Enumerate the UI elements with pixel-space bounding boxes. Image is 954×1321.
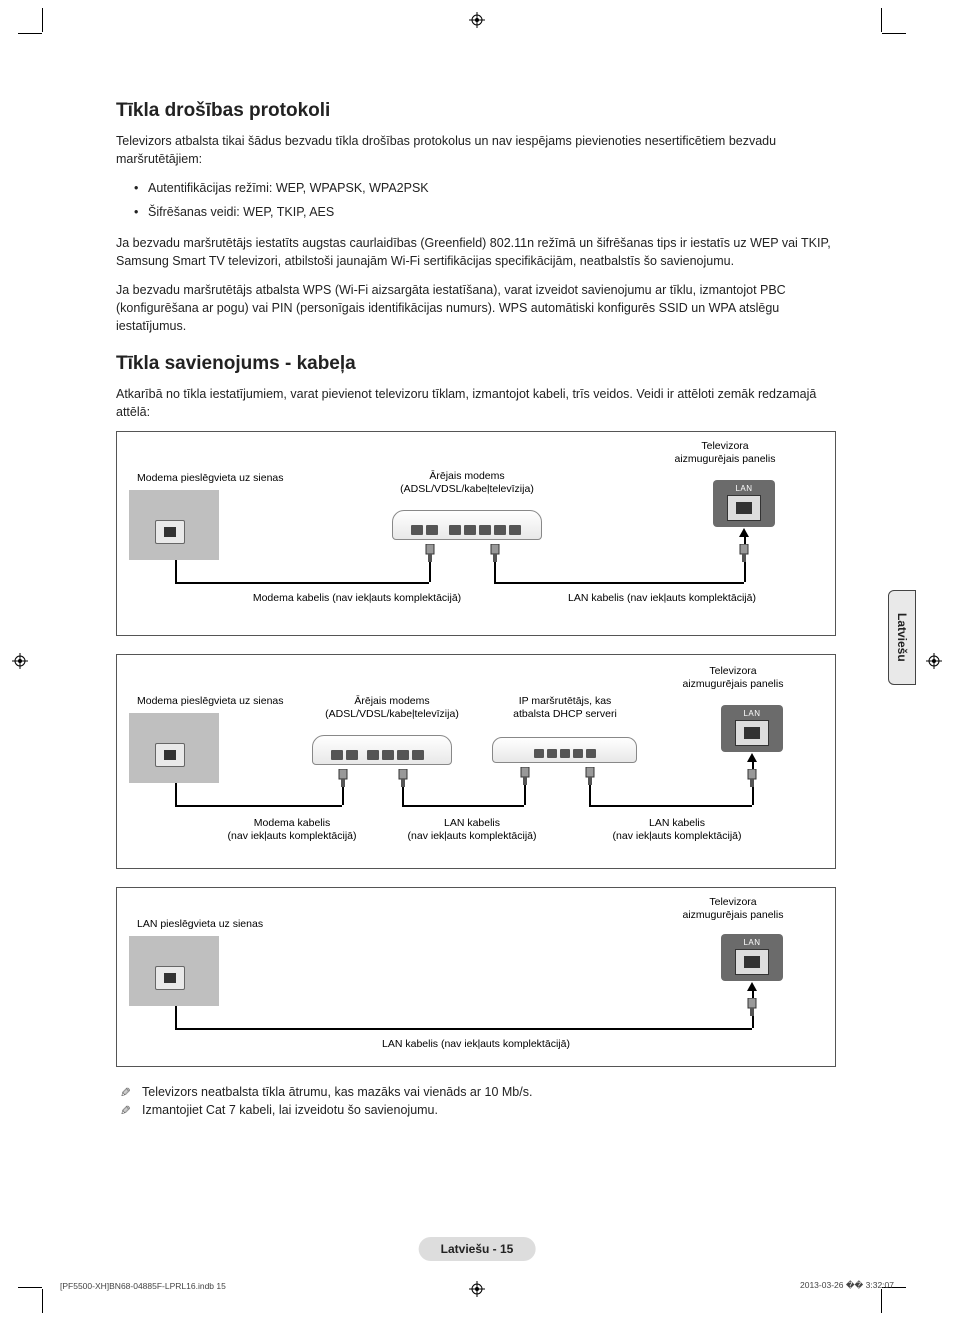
cable [175,1006,177,1028]
crop-mark [881,1289,882,1313]
diagram-1: Modema pieslēgvieta uz sienas Ārējais mo… [116,431,836,636]
wall-port [155,966,185,990]
section1-p1: Televizors atbalsta tikai šādus bezvadu … [116,132,836,168]
note-1: Televizors neatbalsta tīkla ātrumu, kas … [120,1085,836,1099]
cable [494,582,744,584]
cable [342,787,344,805]
wall-label: Modema pieslēgvieta uz sienas [137,472,317,485]
crop-mark [881,8,882,32]
crop-mark [882,33,906,34]
wall-plate [129,490,219,560]
modem-label: Ārējais modems(ADSL/VDSL/kabeļtelevīzija… [307,695,477,721]
language-tab: Latviešu [888,590,916,685]
cable [175,783,177,805]
cable-plug [422,544,438,562]
cable-label: Modema kabelis(nav iekļauts komplektācij… [212,817,372,843]
wall-port [155,743,185,767]
registration-mark-icon [926,653,942,669]
cable [402,787,404,805]
tv-lan-panel: LAN [721,705,783,752]
lan-jack [735,720,769,746]
cable-label: LAN kabelis(nav iekļauts komplektācijā) [597,817,757,843]
wall-plate [129,936,219,1006]
page-number-pill: Latviešu - 15 [419,1237,536,1261]
section1-p3: Ja bezvadu maršrutētājs atbalsta WPS (Wi… [116,281,836,335]
section1-p2: Ja bezvadu maršrutētājs iestatīts augsta… [116,234,836,270]
bullet-item: Autentifikācijas režīmi: WEP, WPAPSK, WP… [134,178,836,198]
cable [524,785,526,805]
cable-plug [744,998,760,1016]
cable [589,805,752,807]
diagram-2: Modema pieslēgvieta uz sienas Ārējais mo… [116,654,836,869]
crop-mark [18,1287,42,1288]
crop-mark [42,8,43,32]
cable-plug [582,767,598,785]
cable [175,582,429,584]
cable [429,562,431,582]
crop-mark [42,1289,43,1313]
tv-panel-label: Televizoraaizmugurējais panelis [653,665,813,691]
section1-bullets: Autentifikācijas režīmi: WEP, WPAPSK, WP… [134,178,836,222]
ip-router [492,737,637,763]
wall-plate [129,713,219,783]
registration-mark-icon [12,653,28,669]
cable-label: LAN kabelis (nav iekļauts komplektācijā) [117,1038,835,1051]
lan-port-label: LAN [721,938,783,947]
page-content: Tīkla drošības protokoli Televizors atba… [116,100,836,1121]
bullet-item: Šifrēšanas veidi: WEP, TKIP, AES [134,202,836,222]
cable-plug [335,769,351,787]
language-tab-label: Latviešu [895,613,909,662]
section1-title: Tīkla drošības protokoli [116,100,836,122]
crop-mark [18,33,42,34]
cable [175,805,342,807]
footer-filename: [PF5500-XH]BN68-04885F-LPRL16.indb 15 [60,1281,226,1291]
arrow-icon [747,982,757,991]
registration-mark-icon [469,1281,485,1297]
cable-label: LAN kabelis(nav iekļauts komplektācijā) [392,817,552,843]
router-label: IP maršrutētājs, kasatbalsta DHCP server… [490,695,640,721]
tv-lan-panel: LAN [721,934,783,981]
external-modem [392,510,542,540]
cable-plug [744,769,760,787]
modem-label: Ārējais modems(ADSL/VDSL/kabeļtelevīzija… [377,470,557,496]
cable-plug [487,544,503,562]
tv-panel-label: Televizoraaizmugurējais panelis [653,896,813,922]
cable-plug [517,767,533,785]
cable-label: LAN kabelis (nav iekļauts komplektācijā) [537,592,787,605]
lan-port-label: LAN [713,484,775,493]
tv-lan-panel: LAN [713,480,775,527]
wall-label: LAN pieslēgvieta uz sienas [137,918,317,931]
cable-plug [395,769,411,787]
lan-jack [735,949,769,975]
wall-label: Modema pieslēgvieta uz sienas [137,695,317,708]
cable [175,560,177,582]
cable-plug [736,544,752,562]
section2-p1: Atkarībā no tīkla iestatījumiem, varat p… [116,385,836,421]
wall-port [155,520,185,544]
footer-timestamp: 2013-03-26 �� 3:32:07 [800,1280,894,1291]
diagram-3: LAN pieslēgvieta uz sienas Televizoraaiz… [116,887,836,1067]
external-modem [312,735,452,765]
lan-port-label: LAN [721,709,783,718]
section2-title: Tīkla savienojums - kabeļa [116,353,836,375]
cable [494,562,496,582]
note-2: Izmantojiet Cat 7 kabeli, lai izveidotu … [120,1103,836,1117]
arrow-icon [739,528,749,537]
cable [589,785,591,805]
cable-label: Modema kabelis (nav iekļauts komplektāci… [227,592,487,605]
registration-mark-icon [469,12,485,28]
tv-panel-label: Televizoraaizmugurējais panelis [645,440,805,466]
lan-jack [727,495,761,521]
cable [402,805,524,807]
cable [175,1028,752,1030]
arrow-icon [747,753,757,762]
